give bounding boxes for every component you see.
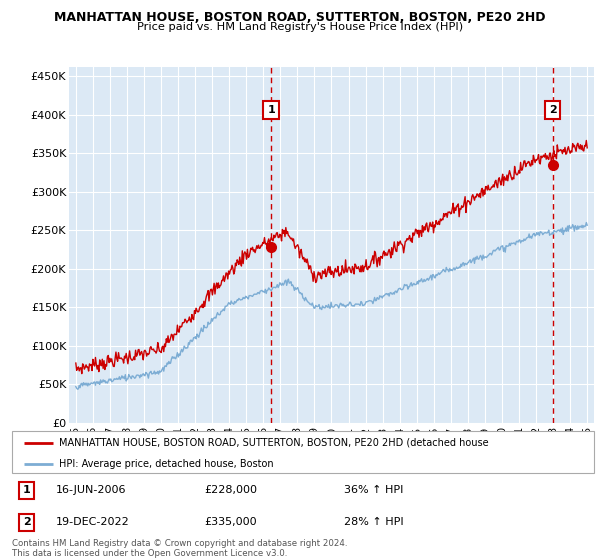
Text: HPI: Average price, detached house, Boston: HPI: Average price, detached house, Bost… <box>59 459 273 469</box>
Text: £335,000: £335,000 <box>204 517 257 528</box>
Text: 28% ↑ HPI: 28% ↑ HPI <box>344 517 403 528</box>
Text: MANHATTAN HOUSE, BOSTON ROAD, SUTTERTON, BOSTON, PE20 2HD (detached house: MANHATTAN HOUSE, BOSTON ROAD, SUTTERTON,… <box>59 437 488 447</box>
Text: £228,000: £228,000 <box>204 485 257 495</box>
Text: 2: 2 <box>23 517 31 528</box>
Text: 1: 1 <box>23 485 31 495</box>
Text: 19-DEC-2022: 19-DEC-2022 <box>56 517 130 528</box>
Text: 2: 2 <box>549 105 556 115</box>
Text: Price paid vs. HM Land Registry's House Price Index (HPI): Price paid vs. HM Land Registry's House … <box>137 22 463 32</box>
Text: Contains HM Land Registry data © Crown copyright and database right 2024.
This d: Contains HM Land Registry data © Crown c… <box>12 539 347 558</box>
Text: 1: 1 <box>267 105 275 115</box>
FancyBboxPatch shape <box>12 431 594 473</box>
Text: MANHATTAN HOUSE, BOSTON ROAD, SUTTERTON, BOSTON, PE20 2HD: MANHATTAN HOUSE, BOSTON ROAD, SUTTERTON,… <box>54 11 546 24</box>
Text: 36% ↑ HPI: 36% ↑ HPI <box>344 485 403 495</box>
Text: 16-JUN-2006: 16-JUN-2006 <box>56 485 126 495</box>
